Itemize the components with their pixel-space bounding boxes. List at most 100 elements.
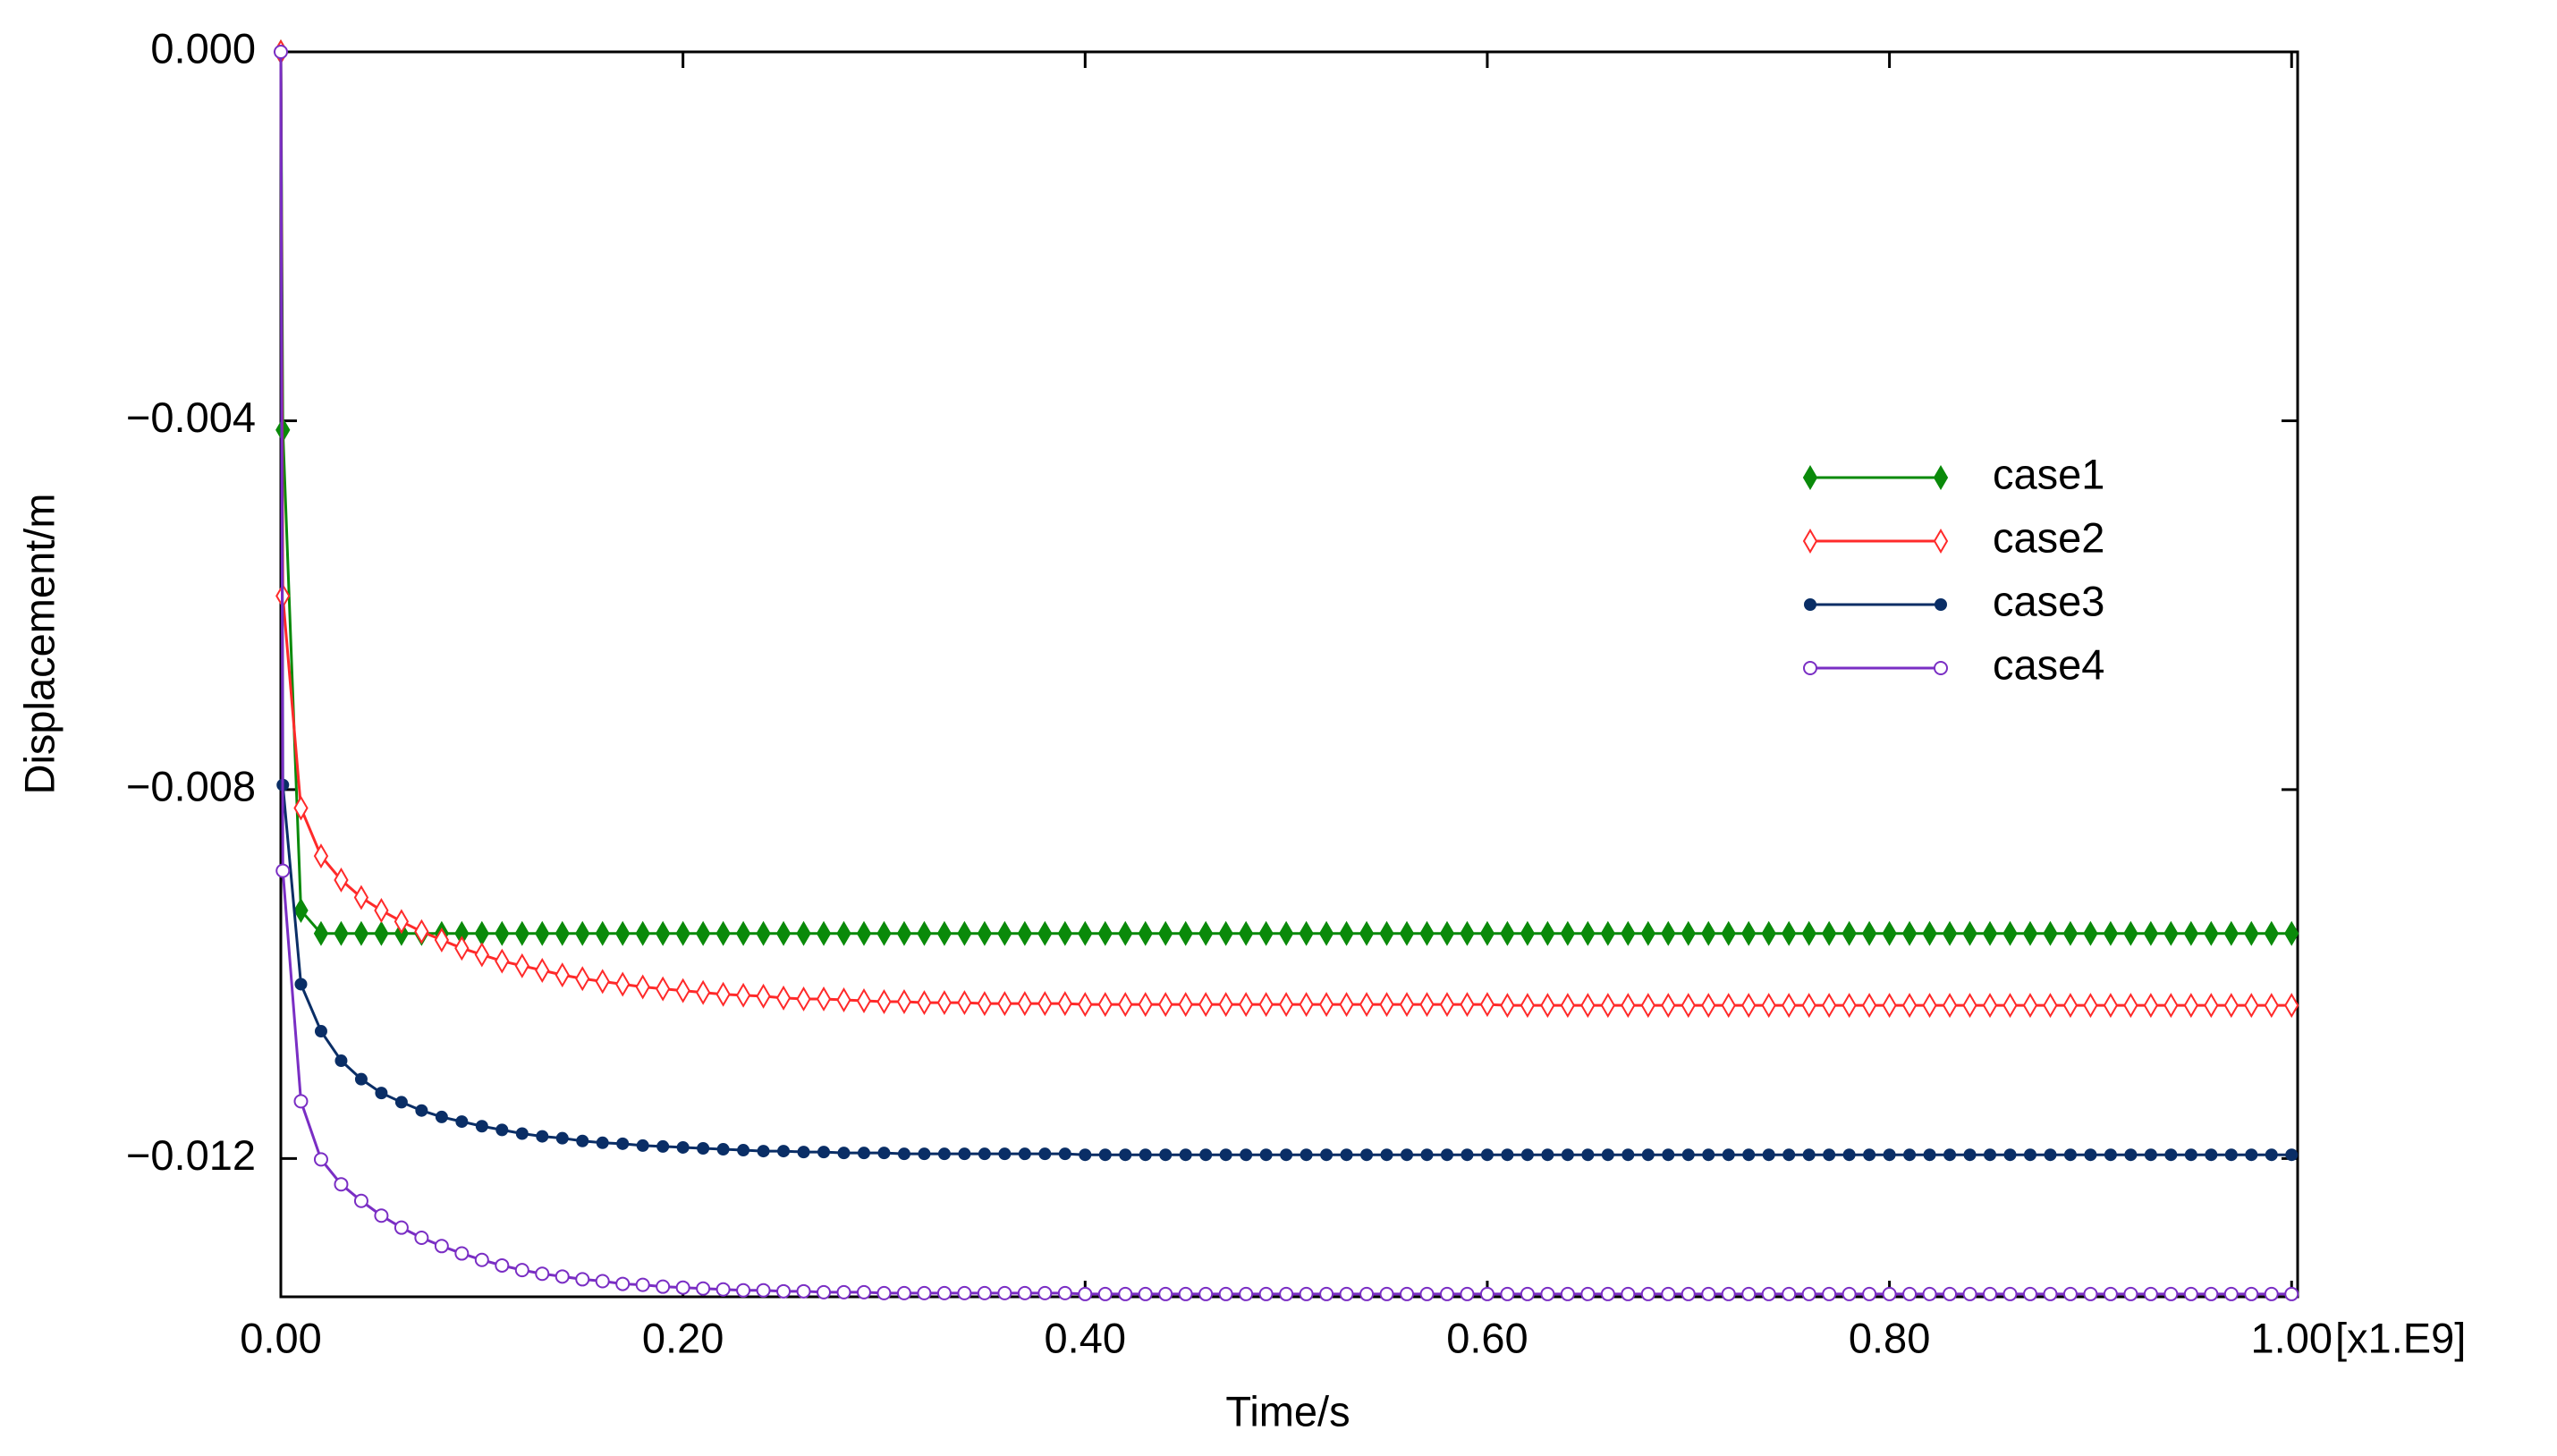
marker <box>514 920 529 946</box>
marker <box>1984 1148 1997 1162</box>
marker <box>777 1145 791 1158</box>
marker <box>2002 1286 2018 1301</box>
marker <box>1621 920 1636 946</box>
legend-marker <box>1802 529 1818 554</box>
marker <box>1179 1148 1192 1162</box>
marker <box>2244 993 2259 1019</box>
marker <box>695 979 711 1005</box>
marker <box>1922 993 1937 1019</box>
marker <box>1742 1148 1756 1162</box>
marker <box>1278 920 1294 946</box>
marker <box>656 976 671 1002</box>
marker <box>1962 993 1977 1019</box>
marker <box>294 978 308 991</box>
marker <box>535 1266 550 1282</box>
marker <box>1158 992 1173 1018</box>
marker <box>776 1283 792 1299</box>
marker <box>293 897 309 923</box>
marker <box>1138 920 1153 946</box>
marker <box>1057 920 1072 946</box>
marker <box>1158 920 1173 946</box>
marker <box>1218 1286 1233 1301</box>
marker <box>1078 920 1093 946</box>
x-tick-label: 0.60 <box>1446 1314 1528 1361</box>
marker <box>1460 1286 1475 1301</box>
marker <box>856 988 872 1013</box>
marker <box>1078 1286 1093 1301</box>
marker <box>353 920 369 946</box>
marker <box>715 920 731 946</box>
marker <box>1540 920 1555 946</box>
marker <box>1139 1148 1152 1162</box>
marker <box>1199 1148 1213 1162</box>
marker <box>1419 920 1435 946</box>
marker <box>656 920 671 946</box>
marker <box>816 920 832 946</box>
marker <box>1701 1286 1716 1301</box>
legend-label: case3 <box>1993 577 2104 624</box>
marker <box>2224 1148 2238 1162</box>
marker <box>1882 993 1897 1019</box>
y-tick-label: −0.008 <box>126 762 256 809</box>
marker <box>2123 920 2138 946</box>
marker <box>375 1087 388 1100</box>
marker <box>1017 920 1033 946</box>
marker <box>2223 1286 2239 1301</box>
marker <box>1942 993 1958 1019</box>
marker <box>676 1140 690 1154</box>
marker <box>1801 1286 1816 1301</box>
marker <box>918 1147 931 1161</box>
marker <box>1520 1148 1534 1162</box>
marker <box>575 920 590 946</box>
marker <box>1037 991 1053 1017</box>
marker <box>1320 1148 1334 1162</box>
marker <box>1380 1148 1393 1162</box>
marker <box>796 1283 811 1299</box>
marker <box>2083 1286 2098 1301</box>
marker <box>415 1104 428 1117</box>
marker <box>1701 993 1716 1019</box>
marker <box>797 1146 810 1159</box>
marker <box>1379 920 1394 946</box>
marker <box>1801 993 1816 1019</box>
legend-marker <box>1935 598 1947 611</box>
marker <box>374 897 389 923</box>
x-multiplier: [x1.E9] <box>2335 1314 2466 1361</box>
marker <box>535 958 550 983</box>
marker <box>1541 1148 1554 1162</box>
marker <box>1942 920 1958 946</box>
marker <box>1661 1286 1676 1301</box>
marker <box>1158 1286 1173 1301</box>
marker <box>656 1279 671 1294</box>
marker <box>1218 992 1233 1018</box>
marker <box>1822 1286 1837 1301</box>
marker <box>735 920 751 946</box>
marker <box>474 920 489 946</box>
marker <box>1520 993 1536 1019</box>
marker <box>2044 1148 2057 1162</box>
marker <box>1640 920 1655 946</box>
marker <box>2223 920 2239 946</box>
marker <box>1279 1286 1294 1301</box>
marker <box>635 974 650 1000</box>
marker <box>737 1144 750 1157</box>
marker <box>434 927 450 952</box>
marker <box>1983 1286 1998 1301</box>
marker <box>1561 1148 1574 1162</box>
marker <box>1400 1286 1415 1301</box>
marker <box>936 1285 952 1300</box>
marker <box>1600 993 1616 1019</box>
marker <box>1319 1286 1334 1301</box>
marker <box>1801 920 1816 946</box>
marker <box>2084 1148 2097 1162</box>
marker <box>2183 1286 2198 1301</box>
marker <box>675 1280 690 1295</box>
marker <box>1098 1148 1112 1162</box>
marker <box>1359 992 1375 1018</box>
marker <box>896 920 912 946</box>
marker <box>796 920 811 946</box>
marker <box>2143 993 2159 1019</box>
marker <box>1057 1285 1072 1300</box>
marker <box>2284 1286 2299 1301</box>
